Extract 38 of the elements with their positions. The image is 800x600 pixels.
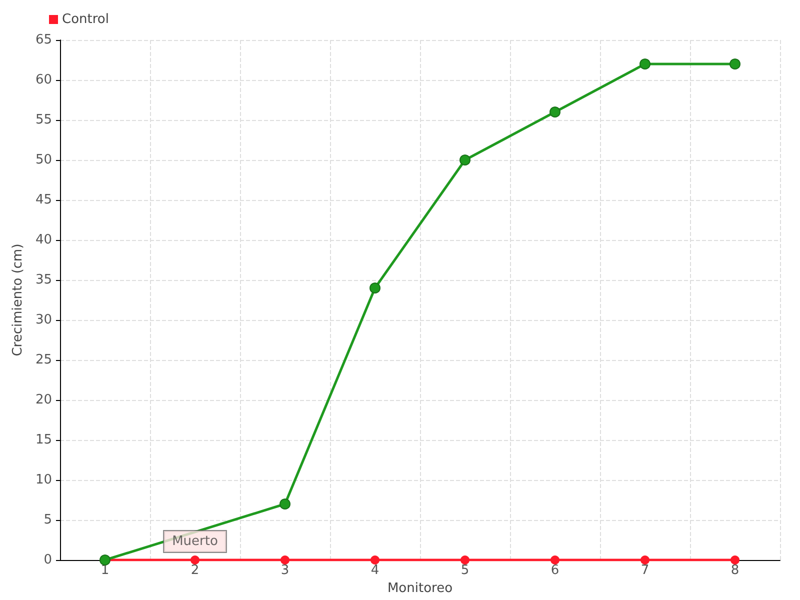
x-axis-title: Monitoreo	[387, 580, 453, 596]
y-tick-label: 10	[35, 472, 52, 488]
x-tick-label: 3	[280, 563, 290, 578]
y-tick-label: 55	[35, 112, 52, 128]
annotation: Muerto	[172, 534, 218, 549]
y-axis-title: Crecimiento (cm)	[10, 244, 26, 356]
x-tick-label: 4	[370, 563, 380, 578]
point	[550, 106, 560, 118]
y-tick-label: 0	[44, 552, 52, 568]
point	[280, 498, 290, 510]
x-tick-label: 8	[730, 563, 740, 578]
point	[640, 58, 650, 70]
point	[370, 282, 380, 294]
point	[730, 556, 740, 564]
y-tick-label: 5	[44, 512, 52, 528]
y-tick-label: 50	[35, 152, 52, 168]
x-tick-label: 2	[190, 563, 200, 578]
y-tick-label: 65	[35, 32, 52, 48]
point	[460, 556, 470, 564]
legend-label: Control	[62, 12, 109, 27]
y-tick-label: 60	[35, 72, 52, 88]
y-tick-label: 45	[35, 192, 52, 208]
point	[280, 556, 290, 564]
point	[730, 58, 740, 70]
y-tick-label: 15	[35, 432, 52, 448]
x-tick-label: 7	[640, 563, 650, 578]
point	[190, 556, 200, 564]
y-tick-label: 25	[35, 352, 52, 368]
y-tick-label: 20	[35, 392, 52, 408]
point	[640, 556, 650, 564]
point	[550, 556, 560, 564]
y-tick-label: 40	[35, 232, 52, 248]
point	[460, 154, 470, 166]
y-tick-label: 30	[35, 312, 52, 328]
point	[370, 556, 380, 564]
x-tick-label: 5	[460, 563, 470, 578]
x-tick-label: 6	[550, 563, 560, 578]
y-tick-label: 35	[35, 272, 52, 288]
